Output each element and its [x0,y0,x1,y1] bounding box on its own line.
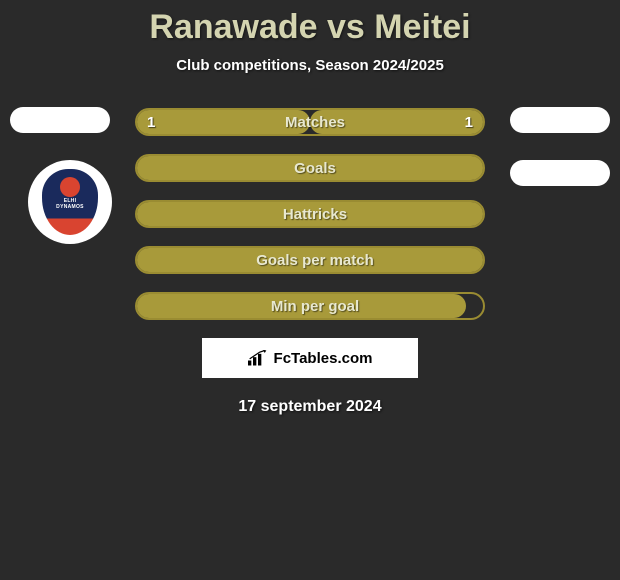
stat-row: 1 1 Matches [135,108,485,136]
club-logo-ball-icon [60,177,80,197]
attribution-badge[interactable]: FcTables.com [202,338,418,378]
stat-label: Goals [294,160,336,177]
stat-row: Goals [135,154,485,182]
page-title: Ranawade vs Meitei [0,0,620,47]
player-right-oval [510,107,610,133]
stat-label: Matches [285,114,345,131]
stat-row: Hattricks [135,200,485,228]
stat-rows: 1 1 Matches Goals Hattricks Goals per match Mi… [135,108,485,320]
bar-chart-icon [248,350,268,366]
stat-value-right: 1 [465,114,473,131]
stat-label: Goals per match [256,252,374,269]
club-right-oval [510,160,610,186]
attribution-text: FcTables.com [274,350,373,367]
stat-label: Min per goal [271,298,359,315]
stat-label: Hattricks [283,206,347,223]
date-line: 17 september 2024 [0,398,620,416]
stat-value-left: 1 [147,114,155,131]
player-left-oval [10,107,110,133]
subtitle: Club competitions, Season 2024/2025 [0,57,620,74]
comparison-container: ELHIDYNAMOS 1 1 Matches Goals Hattricks Goals… [0,108,620,416]
club-shield-icon: ELHIDYNAMOS [42,169,98,235]
stat-row: Min per goal [135,292,485,320]
club-logo-left: ELHIDYNAMOS [28,160,112,244]
club-logo-text: ELHIDYNAMOS [56,199,84,210]
stat-row: Goals per match [135,246,485,274]
